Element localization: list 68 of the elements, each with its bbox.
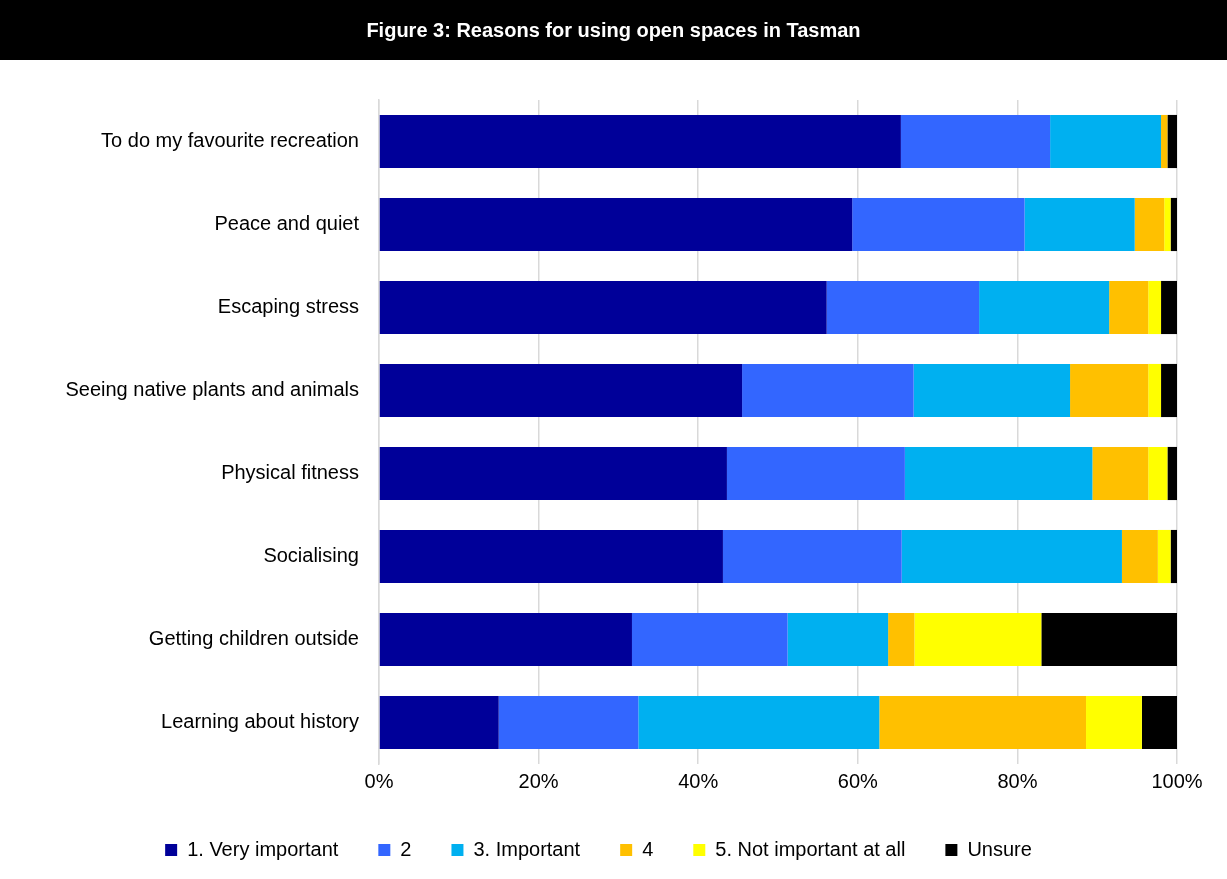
bar bbox=[1170, 529, 1177, 584]
y-tick-label: Escaping stress bbox=[217, 295, 359, 318]
bar bbox=[1161, 363, 1177, 418]
bar bbox=[879, 695, 1087, 750]
bar bbox=[379, 695, 499, 750]
bar bbox=[631, 612, 788, 667]
y-tick-label: To do my favourite recreation bbox=[101, 129, 359, 152]
bar bbox=[979, 280, 1110, 335]
bar bbox=[1148, 446, 1168, 501]
y-tick-label: Seeing native plants and animals bbox=[65, 378, 359, 401]
bar bbox=[1086, 695, 1142, 750]
legend-label: 3. Important bbox=[473, 837, 581, 860]
bar bbox=[1148, 363, 1162, 418]
legend-label: 5. Not important at all bbox=[715, 837, 906, 860]
bar bbox=[379, 280, 827, 335]
x-tick-label: 60% bbox=[837, 769, 879, 792]
legend-label: 1. Very important bbox=[187, 837, 339, 860]
bar bbox=[1161, 280, 1177, 335]
bar bbox=[1167, 446, 1177, 501]
x-tick-label: 80% bbox=[997, 769, 1038, 792]
bar bbox=[900, 114, 1051, 169]
y-tick-label: Learning about history bbox=[161, 710, 359, 733]
bar bbox=[1121, 529, 1158, 584]
bar bbox=[1092, 446, 1149, 501]
bar bbox=[379, 363, 743, 418]
chart-title: Figure 3: Reasons for using open spaces in Tasman bbox=[0, 0, 1227, 60]
y-tick-label: Socialising bbox=[263, 544, 359, 567]
bar bbox=[379, 197, 853, 252]
bar bbox=[379, 612, 632, 667]
x-tick-label: 40% bbox=[678, 769, 719, 792]
bar bbox=[1148, 280, 1162, 335]
bar bbox=[826, 280, 980, 335]
bar bbox=[1161, 114, 1168, 169]
bar bbox=[379, 446, 727, 501]
bar bbox=[913, 363, 1071, 418]
bar bbox=[1109, 280, 1149, 335]
bar bbox=[726, 446, 905, 501]
y-tick-label: Peace and quiet bbox=[214, 212, 360, 235]
bar bbox=[904, 446, 1093, 501]
bar bbox=[379, 529, 723, 584]
bar bbox=[1041, 612, 1177, 667]
x-tick-label: 100% bbox=[1151, 769, 1203, 792]
bar bbox=[1134, 197, 1165, 252]
bar bbox=[914, 612, 1042, 667]
bar bbox=[1170, 197, 1177, 252]
x-tick-label: 20% bbox=[518, 769, 559, 792]
bar bbox=[1070, 363, 1149, 418]
legend-label: 4 bbox=[642, 837, 654, 860]
legend-label: 2 bbox=[400, 837, 412, 860]
x-tick-label: 0% bbox=[364, 769, 394, 792]
bar bbox=[1024, 197, 1135, 252]
bar bbox=[888, 612, 915, 667]
bar bbox=[787, 612, 889, 667]
bar bbox=[1164, 197, 1171, 252]
bar bbox=[379, 114, 901, 169]
bar bbox=[742, 363, 914, 418]
bar bbox=[1141, 695, 1177, 750]
bar bbox=[1157, 529, 1171, 584]
bar bbox=[1167, 114, 1177, 169]
bar bbox=[1050, 114, 1162, 169]
bar bbox=[722, 529, 902, 584]
legend-label: Unsure bbox=[967, 837, 1032, 860]
bar bbox=[498, 695, 639, 750]
bar bbox=[638, 695, 880, 750]
y-tick-label: Getting children outside bbox=[148, 627, 359, 650]
y-tick-label: Physical fitness bbox=[221, 461, 359, 484]
bar bbox=[852, 197, 1025, 252]
bar bbox=[901, 529, 1122, 584]
